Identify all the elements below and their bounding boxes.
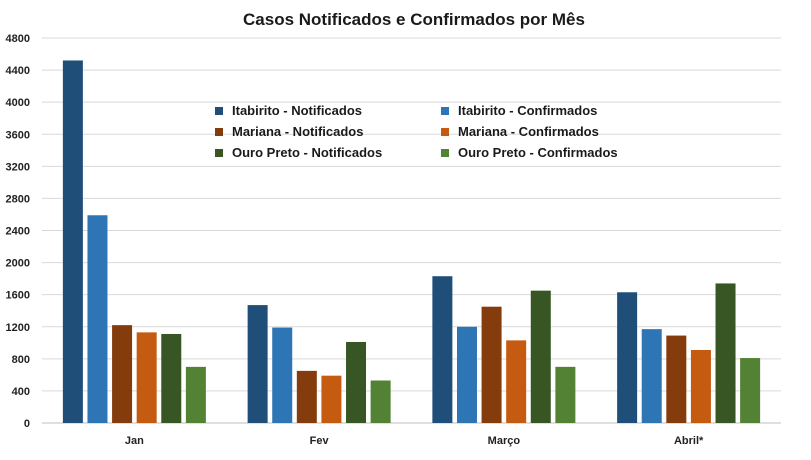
x-category-label: Fev bbox=[310, 435, 330, 447]
bar bbox=[530, 290, 551, 423]
y-tick-label: 800 bbox=[12, 354, 30, 366]
y-tick-label: 2800 bbox=[6, 193, 30, 205]
y-tick-label: 2400 bbox=[6, 226, 30, 238]
bar bbox=[506, 340, 527, 423]
legend-swatch bbox=[441, 128, 449, 136]
x-axis-categories: Jan Fev Março Abril* bbox=[125, 435, 704, 447]
bar bbox=[161, 333, 182, 423]
y-tick-label: 4800 bbox=[6, 33, 30, 45]
bar bbox=[296, 370, 317, 423]
bar bbox=[740, 358, 761, 423]
legend-label: Itabirito - Confirmados bbox=[458, 103, 597, 118]
bar bbox=[185, 366, 206, 423]
legend-swatch bbox=[215, 149, 223, 157]
bar bbox=[346, 341, 367, 423]
bar bbox=[432, 276, 453, 423]
y-tick-label: 400 bbox=[12, 386, 30, 398]
y-tick-label: 2000 bbox=[6, 258, 30, 270]
legend-label: Mariana - Confirmados bbox=[458, 124, 599, 139]
y-tick-label: 4400 bbox=[6, 65, 30, 77]
bar bbox=[321, 375, 342, 423]
bars bbox=[62, 60, 761, 423]
legend-swatch bbox=[215, 128, 223, 136]
legend-label: Ouro Preto - Confirmados bbox=[458, 145, 618, 160]
legend-label: Itabirito - Notificados bbox=[232, 103, 362, 118]
bar bbox=[456, 326, 477, 423]
legend-label: Mariana - Notificados bbox=[232, 124, 363, 139]
y-tick-label: 4000 bbox=[6, 97, 30, 109]
bar bbox=[272, 327, 293, 423]
bar bbox=[617, 292, 638, 423]
legend-swatch bbox=[441, 149, 449, 157]
bar bbox=[690, 350, 711, 423]
bar bbox=[87, 215, 108, 423]
y-tick-label: 0 bbox=[24, 418, 30, 430]
x-category-label: Abril* bbox=[674, 435, 704, 447]
legend-swatch bbox=[215, 107, 223, 115]
bar bbox=[136, 332, 157, 423]
bar bbox=[715, 283, 736, 423]
legend: Itabirito - Notificados Itabirito - Confi… bbox=[215, 103, 618, 160]
bar bbox=[641, 329, 662, 423]
bar bbox=[112, 325, 133, 423]
bar bbox=[555, 366, 576, 423]
x-category-label: Jan bbox=[125, 435, 144, 447]
bar bbox=[481, 306, 502, 423]
bar bbox=[62, 60, 83, 423]
legend-swatch bbox=[441, 107, 449, 115]
bar bbox=[247, 305, 268, 423]
chart-title: Casos Notificados e Confirmados por Mês bbox=[243, 10, 585, 29]
bar bbox=[370, 380, 391, 423]
x-category-label: Março bbox=[488, 435, 521, 447]
bar bbox=[666, 335, 687, 423]
legend-label: Ouro Preto - Notificados bbox=[232, 145, 382, 160]
y-tick-label: 3200 bbox=[6, 161, 30, 173]
y-tick-label: 1600 bbox=[6, 290, 30, 302]
y-tick-label: 1200 bbox=[6, 322, 30, 334]
y-tick-label: 3600 bbox=[6, 129, 30, 141]
y-axis-ticks: 0 400 800 1200 1600 2000 2400 2800 3200 3600 4000 4… bbox=[6, 33, 30, 430]
